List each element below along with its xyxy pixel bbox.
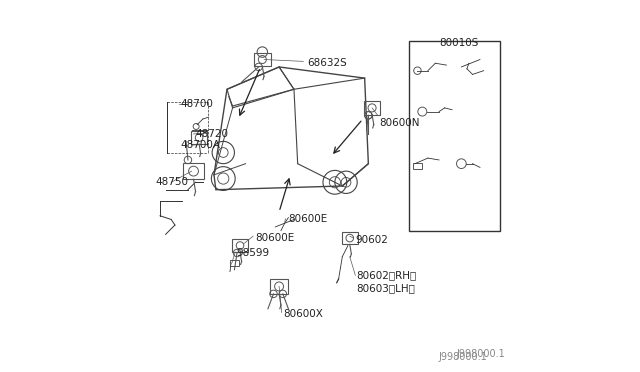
Bar (230, 260, 239, 266)
Text: 68632S: 68632S (307, 58, 347, 68)
Text: 80600X: 80600X (283, 310, 323, 319)
Bar (342, 232, 358, 244)
Text: J998000.1: J998000.1 (456, 349, 505, 359)
Bar (413, 163, 422, 169)
Text: 80600E: 80600E (255, 233, 294, 243)
Bar (364, 101, 380, 115)
Bar (410, 41, 500, 231)
Text: 80603（LH）: 80603（LH） (356, 283, 415, 293)
Text: 80010S: 80010S (439, 38, 479, 48)
Text: 80602（RH）: 80602（RH） (356, 270, 417, 280)
Bar (232, 239, 248, 252)
Text: 48720: 48720 (195, 129, 228, 139)
Bar (270, 279, 289, 294)
Text: 48700: 48700 (180, 99, 213, 109)
Text: 98599: 98599 (236, 248, 269, 258)
Text: 80600E: 80600E (289, 215, 328, 224)
Bar (191, 131, 207, 144)
Text: 80600N: 80600N (380, 118, 420, 128)
Text: J998000.1: J998000.1 (438, 352, 488, 362)
Bar (183, 163, 204, 179)
Text: 48750: 48750 (156, 177, 189, 187)
Text: 48700A: 48700A (180, 140, 221, 150)
Text: 90602: 90602 (355, 235, 388, 245)
Bar (254, 53, 271, 66)
